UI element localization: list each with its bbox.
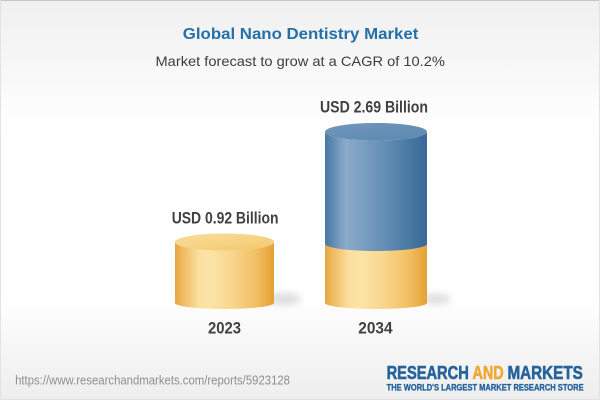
svg-text:2034: 2034 <box>358 319 393 338</box>
svg-text:AND: AND <box>473 362 504 383</box>
svg-text:https://www.researchandmarkets: https://www.researchandmarkets.com/repor… <box>15 373 290 388</box>
svg-text:RESEARCH: RESEARCH <box>387 362 469 383</box>
svg-text:THE WORLD'S LARGEST MARKET RES: THE WORLD'S LARGEST MARKET RESEARCH STOR… <box>387 382 584 392</box>
svg-text:2023: 2023 <box>208 319 241 338</box>
svg-text:USD 0.92 Billion: USD 0.92 Billion <box>172 209 279 228</box>
svg-text:Global Nano Dentistry Market: Global Nano Dentistry Market <box>183 26 419 43</box>
svg-text:Market forecast to grow at a C: Market forecast to grow at a CAGR of 10.… <box>156 53 445 69</box>
svg-text:USD 2.69 Billion: USD 2.69 Billion <box>320 98 428 117</box>
svg-text:MARKETS: MARKETS <box>508 362 583 383</box>
